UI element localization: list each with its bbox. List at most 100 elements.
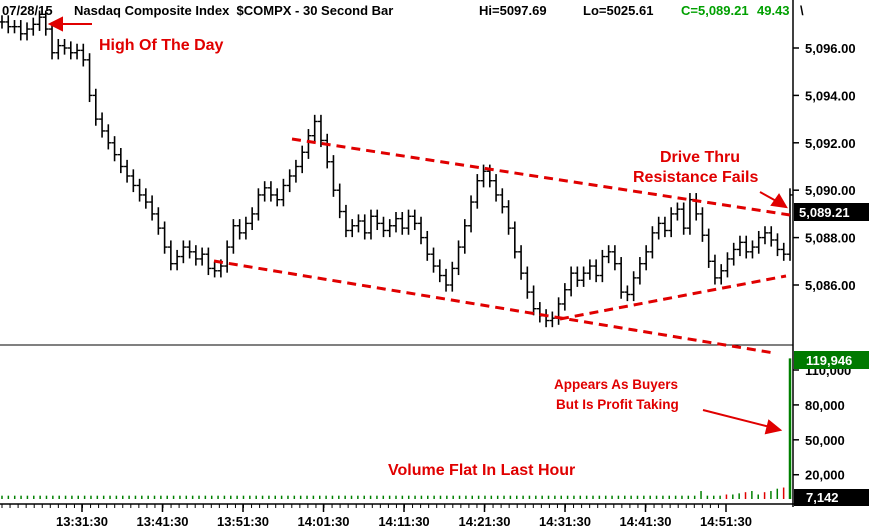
chart-header: 07/28/15 Nasdaq Composite Index $COMPX -… xyxy=(2,3,804,18)
price-bar xyxy=(92,88,99,126)
price-bar xyxy=(317,114,324,148)
price-bar xyxy=(599,249,606,283)
price-bar xyxy=(17,20,24,41)
price-bar xyxy=(386,219,393,238)
price-bar xyxy=(36,10,43,31)
header-close: C=5,089.21 xyxy=(681,3,749,18)
time-tick-label: 13:41:30 xyxy=(136,514,188,529)
price-bar xyxy=(574,266,581,287)
price-bar xyxy=(355,214,362,233)
annotation-high-of-day: High Of The Day xyxy=(99,37,224,54)
price-bar xyxy=(424,230,431,261)
price-bar xyxy=(299,145,306,174)
price-bar xyxy=(686,193,693,235)
price-bar xyxy=(736,235,743,257)
price-bar xyxy=(230,219,237,254)
time-tick-label: 14:51:30 xyxy=(700,514,752,529)
time-tick-label: 14:31:30 xyxy=(539,514,591,529)
price-bar xyxy=(174,249,181,271)
price-bar xyxy=(505,200,512,235)
price-bar xyxy=(393,212,399,233)
header-symbol: Nasdaq Composite Index $COMPX - 30 Secon… xyxy=(74,3,393,18)
price-tick-label: 5,090.00 xyxy=(805,183,856,198)
price-bar xyxy=(455,240,462,276)
price-bar xyxy=(42,10,49,36)
time-tick-label: 14:21:30 xyxy=(458,514,510,529)
price-bar xyxy=(749,240,756,259)
price-bar xyxy=(324,133,331,169)
price-bar xyxy=(511,221,518,259)
last-price-label: 5,089.21 xyxy=(799,205,850,220)
price-bar xyxy=(405,209,412,235)
price-bar xyxy=(418,216,425,245)
price-bar xyxy=(493,174,500,202)
price-bar xyxy=(49,22,56,60)
annotation-drive-thru-2: Resistance Fails xyxy=(633,169,759,186)
price-bar xyxy=(711,254,718,285)
price-bar xyxy=(130,169,137,193)
price-bar xyxy=(524,266,531,299)
price-bar xyxy=(149,195,156,221)
price-bar xyxy=(743,235,750,259)
price-bar xyxy=(292,159,299,183)
price-bar xyxy=(267,181,274,202)
price-tick-label: 5,094.00 xyxy=(805,88,856,103)
volume-tick-label: 80,000 xyxy=(805,398,845,413)
trend-lines xyxy=(213,137,791,355)
price-bar xyxy=(311,114,318,143)
price-bar xyxy=(117,148,124,174)
price-bar xyxy=(668,207,675,238)
price-bar xyxy=(674,202,681,221)
price-bar xyxy=(286,169,293,193)
price-bar xyxy=(11,20,18,34)
lower-channel-line xyxy=(213,259,775,355)
price-bar xyxy=(255,188,262,221)
time-tick-label: 14:11:30 xyxy=(378,514,429,529)
price-bar xyxy=(636,257,643,285)
last-volume-marker: 119,946 xyxy=(794,351,869,369)
price-bar xyxy=(449,261,456,292)
price-bar xyxy=(155,207,162,235)
price-tick-label: 5,092.00 xyxy=(805,136,856,151)
price-bar xyxy=(142,188,149,209)
annotation-arrows xyxy=(47,16,788,435)
price-bar xyxy=(74,43,81,60)
price-bar xyxy=(605,245,612,264)
price-tick-label: 5,086.00 xyxy=(805,278,856,293)
price-bar xyxy=(443,268,450,292)
price-bar xyxy=(55,38,62,60)
bottom-volume-label: 7,142 xyxy=(806,490,839,505)
price-bar xyxy=(330,155,337,197)
price-bar xyxy=(586,259,593,280)
price-bar xyxy=(411,209,418,231)
price-bar xyxy=(205,247,212,276)
price-bar xyxy=(530,285,537,316)
rising-support-line xyxy=(559,274,787,321)
price-bar xyxy=(580,266,587,287)
price-bar xyxy=(499,188,506,214)
time-tick-label: 13:51:30 xyxy=(217,514,269,529)
price-bar xyxy=(518,245,525,280)
annotation-buyers-1: Appears As Buyers xyxy=(554,377,678,392)
price-bar xyxy=(249,207,256,231)
annotation-volume-flat: Volume Flat In Last Hour xyxy=(388,462,575,479)
time-tick-label: 14:01:30 xyxy=(297,514,349,529)
price-bar xyxy=(80,43,87,67)
price-bar xyxy=(655,216,662,240)
last-volume-label: 119,946 xyxy=(806,353,852,368)
price-bar xyxy=(611,245,618,271)
price-bar xyxy=(349,219,356,238)
price-bars xyxy=(0,10,793,328)
price-bar xyxy=(380,216,387,238)
price-bar xyxy=(336,183,343,219)
price-bar xyxy=(468,195,475,233)
price-bar xyxy=(305,129,312,159)
price-bar xyxy=(30,17,37,36)
price-bar xyxy=(367,209,374,240)
price-bar xyxy=(436,259,443,283)
time-tick-label: 13:31:30 xyxy=(56,514,108,529)
price-bar xyxy=(24,22,31,41)
price-axis: 5,096.00 5,094.00 5,092.00 5,090.00 5,088.00… xyxy=(793,41,856,293)
price-bar xyxy=(768,226,775,247)
